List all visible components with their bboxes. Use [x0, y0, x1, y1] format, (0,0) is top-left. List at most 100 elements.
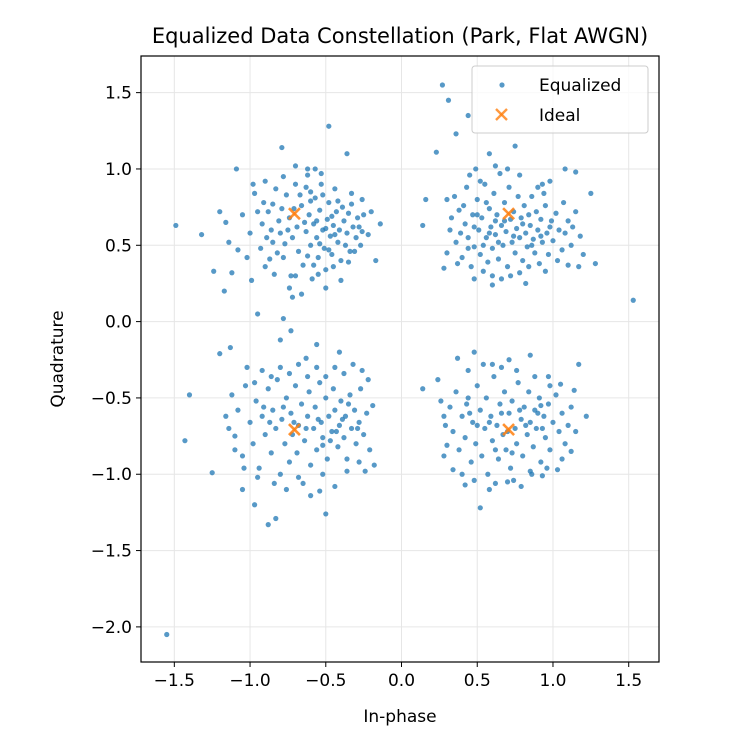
equalized-point [539, 425, 545, 432]
equalized-point [523, 422, 529, 429]
equalized-point [315, 254, 321, 261]
equalized-point [474, 196, 480, 203]
equalized-point [323, 395, 329, 401]
equalized-point [303, 355, 309, 361]
equalized-point [295, 361, 302, 367]
equalized-point [568, 404, 574, 410]
equalized-point [273, 186, 279, 192]
y-tick-label: 0.0 [105, 313, 132, 333]
equalized-point [483, 199, 489, 206]
equalized-point [344, 151, 350, 157]
equalized-point [542, 202, 549, 209]
equalized-point [465, 245, 471, 251]
equalized-point [261, 199, 267, 206]
equalized-point [303, 425, 309, 432]
equalized-point [315, 416, 321, 422]
equalized-point [300, 480, 306, 487]
equalized-point [547, 447, 553, 453]
equalized-point [267, 256, 273, 262]
equalized-point [468, 459, 474, 465]
equalized-point [501, 218, 508, 224]
equalized-point [295, 248, 302, 254]
equalized-point [268, 227, 274, 233]
equalized-point [473, 441, 479, 447]
equalized-point [279, 206, 285, 212]
equalized-point [327, 438, 333, 444]
equalized-point [483, 235, 489, 241]
equalized-point [573, 428, 579, 435]
equalized-point [358, 386, 364, 392]
equalized-point [332, 483, 338, 490]
equalized-point [265, 386, 271, 392]
equalized-point [570, 224, 576, 230]
equalized-point [518, 483, 524, 490]
equalized-point [353, 235, 359, 241]
equalized-point [489, 273, 495, 279]
equalized-point [517, 235, 523, 241]
equalized-point [347, 248, 353, 254]
equalized-point [289, 294, 296, 300]
equalized-point [441, 453, 447, 459]
equalized-point [251, 190, 258, 196]
equalized-point [282, 441, 288, 447]
equalized-point [227, 344, 233, 351]
equalized-point [305, 253, 311, 259]
equalized-point [486, 206, 492, 212]
ideal-point [288, 207, 301, 221]
equalized-point [462, 435, 468, 441]
equalized-point [542, 268, 549, 274]
equalized-point [524, 244, 530, 250]
equalized-point [565, 422, 571, 429]
equalized-point [544, 230, 550, 236]
equalized-point [247, 419, 253, 425]
equalized-point [562, 166, 568, 172]
equalized-point [321, 245, 327, 251]
equalized-point [556, 227, 562, 233]
equalized-point [312, 195, 318, 201]
equalized-point [326, 199, 332, 206]
equalized-point [320, 442, 326, 448]
equalized-point [444, 442, 450, 448]
equalized-point [515, 380, 521, 386]
equalized-point [565, 218, 571, 224]
equalized-point [447, 227, 453, 233]
equalized-point [289, 235, 296, 241]
equalized-point [292, 181, 299, 187]
equalized-point [535, 184, 541, 190]
equalized-point [467, 172, 473, 178]
equalized-point [248, 277, 255, 283]
equalized-point [255, 311, 261, 317]
equalized-point [301, 438, 308, 444]
equalized-point [498, 276, 505, 282]
y-tick-label: 0.5 [105, 236, 132, 256]
equalized-point [335, 198, 341, 204]
equalized-point [495, 256, 502, 262]
equalized-point [345, 401, 352, 407]
equalized-point [488, 224, 494, 230]
equalized-point [324, 216, 330, 222]
equalized-point [323, 267, 329, 273]
equalized-point [517, 172, 523, 178]
equalized-point [235, 407, 241, 413]
equalized-point [480, 361, 486, 367]
equalized-point [509, 398, 515, 404]
equalized-point [288, 328, 294, 334]
equalized-point [542, 435, 549, 441]
equalized-point [344, 230, 350, 236]
equalized-point [562, 441, 568, 447]
equalized-point [320, 435, 326, 441]
y-tick-label: −1.0 [91, 465, 132, 485]
equalized-point [232, 447, 238, 453]
equalized-point [251, 502, 258, 508]
equalized-point [259, 221, 265, 227]
equalized-point [420, 222, 426, 229]
equalized-point [280, 254, 286, 261]
x-tick-label: −1.5 [154, 671, 195, 691]
equalized-point [345, 259, 352, 265]
equalized-point [547, 224, 553, 230]
equalized-point [239, 486, 246, 493]
equalized-point [515, 193, 521, 200]
equalized-point [541, 413, 547, 419]
equalized-point [451, 193, 458, 200]
